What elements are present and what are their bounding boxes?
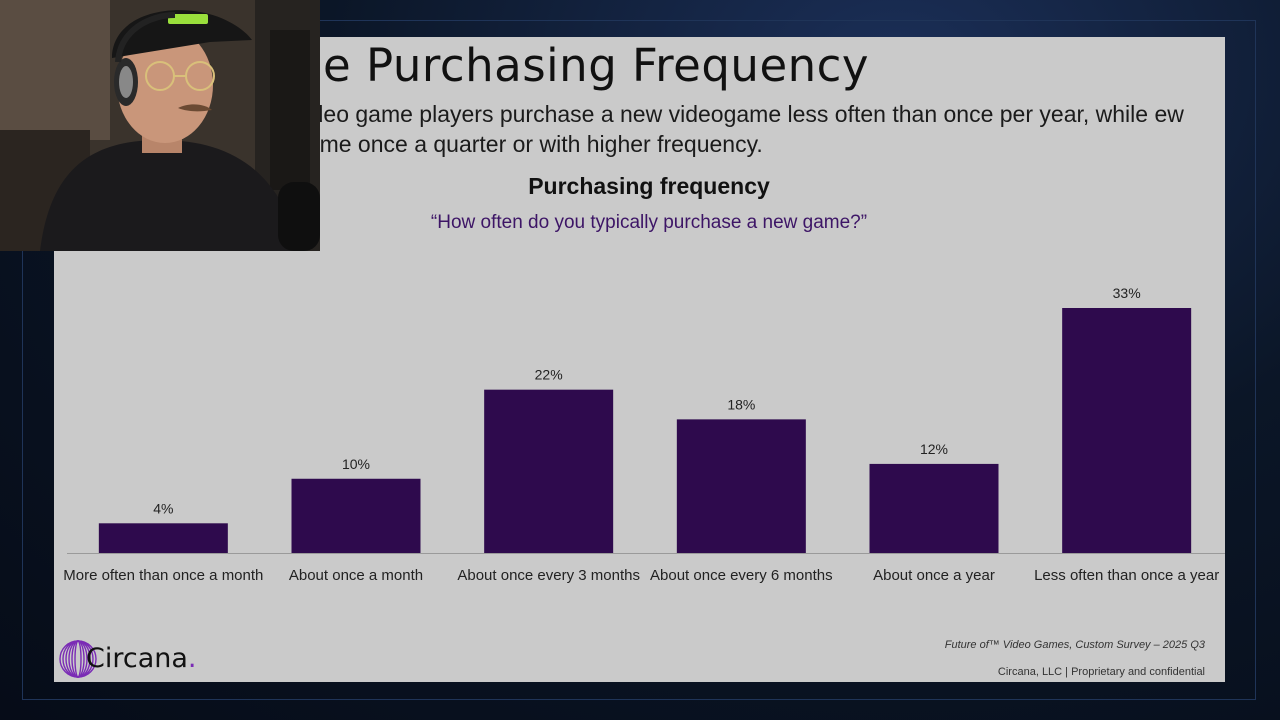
slide-subtitle: video game players purchase a new videog… <box>294 101 1184 157</box>
source-note: Future of™ Video Games, Custom Survey – … <box>944 639 1205 651</box>
bar <box>1062 308 1192 553</box>
webcam-overlay <box>0 0 320 251</box>
bar-value-label: 22% <box>535 367 563 383</box>
chart-question: “How often do you typically purchase a n… <box>430 212 868 233</box>
bar-value-label: 33% <box>1113 285 1141 301</box>
bar-value-label: 18% <box>727 396 755 412</box>
bar <box>291 478 421 553</box>
bar-value-label: 4% <box>153 500 173 516</box>
bar <box>869 463 999 553</box>
category-label: About once every 6 months <box>650 567 833 584</box>
footer-note: Circana, LLC | Proprietary and confident… <box>997 666 1205 678</box>
circana-logo-icon <box>59 640 97 678</box>
bar <box>98 523 228 553</box>
chart-title: Purchasing frequency <box>528 173 770 199</box>
slide-title: ne Purchasing Frequency <box>294 39 870 92</box>
streamer-webcam-image <box>0 0 320 251</box>
category-label: More often than once a month <box>63 567 263 584</box>
category-label: About once a year <box>873 567 995 584</box>
circana-logo-text: Circana. <box>86 643 197 674</box>
bar-value-label: 10% <box>342 456 370 472</box>
category-label: About once every 3 months <box>457 567 640 584</box>
bar-chart: 4% More often than once a month 10% About o… <box>63 285 1225 584</box>
category-label: Less often than once a year <box>1034 567 1219 584</box>
bar <box>676 419 806 553</box>
category-label: About once a month <box>289 567 423 584</box>
circana-logo: Circana. <box>58 637 228 681</box>
background-frame <box>22 20 1256 700</box>
bar-value-label: 12% <box>920 441 948 457</box>
bar <box>484 389 614 553</box>
